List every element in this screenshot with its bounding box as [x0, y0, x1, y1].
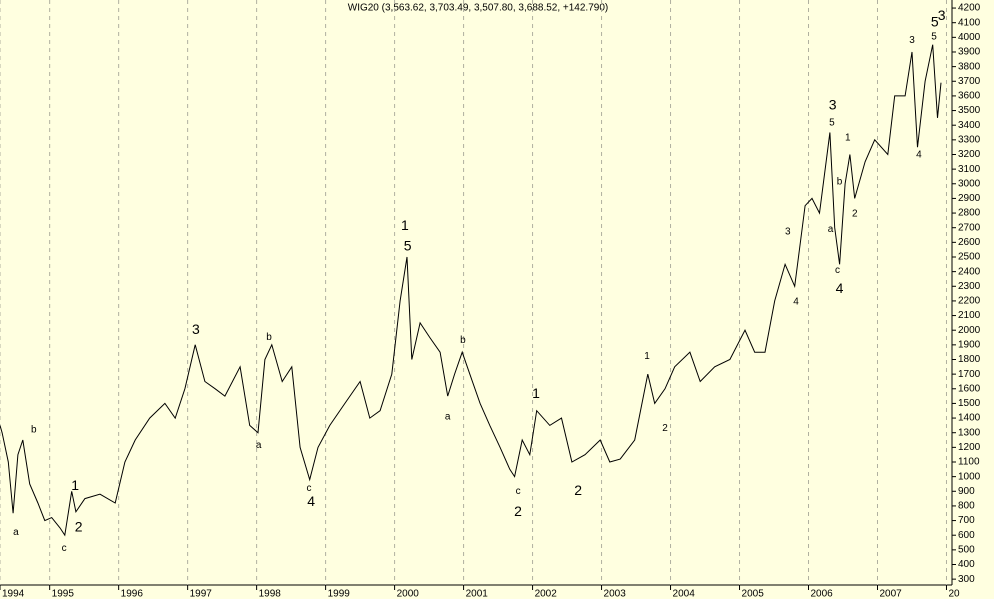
- wave-label: 5: [931, 32, 937, 43]
- y-tick-label: 3600: [958, 91, 981, 102]
- y-tick-label: 1800: [958, 354, 981, 365]
- wave-label: c: [307, 483, 312, 494]
- x-tick-label: 2002: [535, 589, 558, 599]
- y-tick-label: 1200: [958, 442, 981, 453]
- y-tick-label: 1700: [958, 369, 981, 380]
- x-tick-label: 1995: [52, 589, 75, 599]
- wave-label: 3: [785, 227, 791, 238]
- wave-label: 5: [829, 118, 835, 129]
- y-tick-label: 1400: [958, 413, 981, 424]
- y-tick-label: 2700: [958, 222, 981, 233]
- x-tick-label: 1998: [259, 589, 282, 599]
- y-tick-label: 700: [958, 515, 975, 526]
- y-tick-label: 1100: [958, 457, 980, 468]
- wave-label: 4: [793, 297, 799, 308]
- x-tick-label: 2001: [466, 589, 489, 599]
- x-tick-label: 2004: [673, 589, 696, 599]
- y-tick-label: 2400: [958, 266, 981, 277]
- x-tick-label: 2000: [397, 589, 420, 599]
- wave-label: 2: [852, 209, 858, 220]
- y-tick-label: 2500: [958, 252, 981, 263]
- y-tick-label: 1300: [958, 427, 981, 438]
- wave-label: b: [266, 332, 272, 343]
- y-tick-label: 2600: [958, 237, 981, 248]
- y-tick-label: 1900: [958, 339, 981, 350]
- wave-label: b: [31, 424, 37, 435]
- y-tick-label: 2300: [958, 281, 981, 292]
- wave-label: 1: [532, 385, 540, 401]
- y-tick-label: 1500: [958, 398, 981, 409]
- y-tick-label: 2800: [958, 208, 981, 219]
- y-tick-label: 3400: [958, 120, 981, 131]
- wave-label: 3: [192, 321, 200, 337]
- x-tick-label: 2006: [811, 589, 834, 599]
- x-tick-label: 2005: [742, 589, 765, 599]
- y-tick-label: 500: [958, 544, 975, 555]
- wave-label: a: [445, 412, 451, 423]
- x-tick-label: 1999: [328, 589, 351, 599]
- wave-label: 5: [404, 237, 412, 253]
- x-tick-label: 1994: [2, 589, 25, 599]
- y-tick-label: 3200: [958, 149, 981, 160]
- wave-label: 2: [75, 519, 83, 535]
- price-line: [0, 44, 942, 537]
- wave-label: b: [460, 335, 466, 346]
- y-tick-label: 3300: [958, 134, 981, 145]
- wave-label: 1: [644, 351, 650, 362]
- y-tick-label: 3800: [958, 61, 981, 72]
- y-tick-label: 4000: [958, 32, 981, 43]
- wave-label: 2: [574, 482, 582, 498]
- wave-label: 1: [71, 477, 79, 493]
- wave-label: 2: [662, 423, 668, 434]
- wave-label: a: [256, 440, 262, 451]
- wave-label: a: [828, 224, 834, 235]
- x-tick-label: 1996: [121, 589, 144, 599]
- y-tick-label: 4200: [958, 3, 981, 14]
- y-tick-label: 1000: [958, 471, 981, 482]
- wave-label: 4: [916, 150, 922, 161]
- y-tick-label: 2000: [958, 325, 981, 336]
- wave-label: c: [516, 486, 521, 497]
- chart-title: WIG20 (3,563.62, 3,703.49, 3,507.80, 3,6…: [348, 3, 608, 14]
- wave-label: c: [62, 543, 67, 554]
- wave-label: 3: [829, 97, 837, 113]
- wave-label: b: [837, 177, 843, 188]
- wave-label: 2: [514, 503, 522, 519]
- y-tick-label: 400: [958, 559, 975, 570]
- y-tick-label: 1600: [958, 383, 981, 394]
- wave-label: 5: [931, 14, 939, 30]
- y-tick-label: 2200: [958, 296, 981, 307]
- y-tick-label: 800: [958, 501, 975, 512]
- y-tick-label: 300: [958, 574, 975, 585]
- y-tick-label: 3000: [958, 178, 981, 189]
- wave-label: 1: [401, 217, 409, 233]
- x-tick-label: 1997: [190, 589, 213, 599]
- y-tick-label: 3700: [958, 76, 981, 87]
- y-tick-label: 3900: [958, 47, 981, 58]
- x-tick-label: 2007: [879, 589, 902, 599]
- y-tick-label: 3500: [958, 105, 981, 116]
- y-tick-label: 3100: [958, 164, 981, 175]
- wave-label: 3: [909, 35, 915, 46]
- y-tick-label: 4100: [958, 17, 981, 28]
- wave-label: c: [835, 265, 840, 276]
- y-tick-label: 900: [958, 486, 975, 497]
- y-tick-label: 2100: [958, 310, 981, 321]
- y-tick-label: 2900: [958, 193, 981, 204]
- wave-label: 1: [845, 133, 851, 144]
- y-tick-label: 600: [958, 530, 975, 541]
- wave-label: 4: [307, 493, 315, 509]
- wave-label: 3: [938, 7, 946, 23]
- x-tick-label: 20: [948, 589, 960, 599]
- wave-label: a: [13, 527, 19, 538]
- wave-label: 4: [836, 280, 844, 296]
- x-tick-label: 2003: [604, 589, 627, 599]
